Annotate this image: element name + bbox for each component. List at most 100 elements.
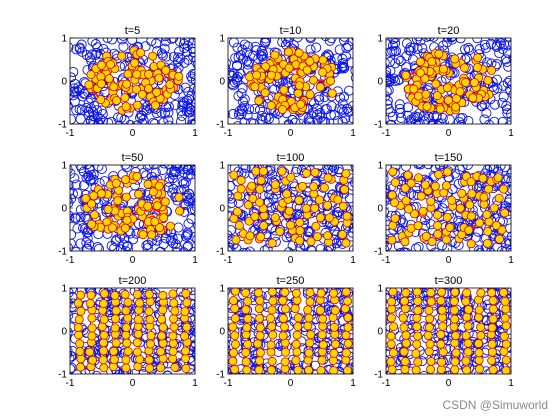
outer-particle — [508, 89, 511, 99]
inner-particle — [482, 210, 492, 220]
outer-particle — [494, 47, 505, 59]
inner-particle — [132, 338, 142, 348]
inner-particle — [282, 189, 292, 199]
inner-particle — [488, 304, 498, 314]
outer-particle — [188, 68, 195, 80]
inner-particle — [158, 305, 168, 315]
inner-particle — [267, 356, 277, 366]
outer-particle — [453, 215, 464, 226]
outer-particle — [386, 76, 392, 87]
outer-particle — [280, 38, 291, 44]
inner-particle — [303, 321, 313, 331]
outer-particle — [408, 42, 419, 53]
outer-particle — [413, 38, 424, 42]
outer-particle — [488, 84, 499, 95]
inner-particle — [434, 170, 444, 180]
inner-particle — [229, 170, 239, 180]
inner-particle — [144, 355, 154, 365]
inner-particle — [136, 48, 146, 58]
outer-particle — [183, 94, 194, 105]
inner-particle — [286, 172, 296, 182]
outer-particle — [386, 309, 390, 319]
subplot-9: t=300 -1 0 1 1 0 -1 — [374, 275, 514, 389]
inner-particle — [106, 59, 116, 69]
inner-particle — [291, 355, 301, 365]
inner-particle — [461, 77, 471, 87]
inner-particle — [107, 223, 117, 233]
inner-particle — [255, 197, 265, 207]
outer-particle — [84, 239, 95, 250]
outer-particle — [425, 38, 435, 42]
inner-particle — [462, 365, 472, 374]
inner-particle — [234, 220, 244, 230]
outer-particle — [241, 247, 252, 251]
inner-particle — [295, 236, 305, 246]
outer-particle — [457, 165, 468, 172]
inner-particle — [487, 288, 497, 298]
inner-particle — [455, 203, 465, 213]
outer-particle — [81, 237, 92, 248]
outer-particle — [187, 120, 195, 124]
inner-particle — [132, 289, 142, 299]
outer-particle — [477, 101, 488, 112]
inner-particle — [268, 296, 278, 306]
outer-particle — [180, 82, 191, 93]
inner-particle — [441, 235, 451, 245]
inner-particle — [74, 314, 84, 324]
inner-particle — [341, 348, 351, 358]
outer-particle — [247, 369, 258, 374]
outer-particle — [257, 51, 268, 62]
inner-particle — [474, 312, 484, 322]
outer-particle — [183, 38, 194, 46]
inner-particle — [301, 203, 311, 213]
x-tick-label: 0 — [446, 128, 452, 139]
outer-particle — [386, 240, 392, 251]
inner-particle — [133, 315, 143, 325]
outer-particle — [301, 120, 311, 124]
inner-particle — [89, 191, 99, 201]
outer-particle — [120, 246, 131, 251]
outer-particle — [72, 86, 83, 97]
inner-particle — [87, 313, 97, 323]
inner-particle — [230, 313, 240, 323]
inner-particle — [412, 288, 422, 297]
outer-particle — [70, 349, 73, 359]
inner-particle — [421, 231, 431, 241]
outer-particle — [83, 227, 94, 238]
outer-particle — [399, 247, 410, 251]
inner-particle — [310, 203, 320, 213]
inner-particle — [401, 288, 411, 298]
outer-particle — [171, 166, 182, 178]
inner-particle — [315, 305, 325, 315]
outer-particle — [91, 370, 102, 374]
inner-particle — [236, 175, 246, 185]
inner-particle — [168, 354, 178, 364]
inner-particle — [256, 175, 266, 185]
outer-particle — [339, 91, 350, 102]
outer-particle — [228, 352, 231, 362]
inner-particle — [275, 227, 285, 237]
inner-particle — [254, 365, 264, 374]
outer-particle — [163, 115, 174, 124]
inner-particle — [120, 289, 130, 299]
inner-particle — [401, 196, 411, 206]
outer-particle — [239, 94, 250, 105]
outer-particle — [144, 165, 155, 170]
inner-particle — [168, 346, 178, 356]
inner-particle — [501, 304, 511, 314]
outer-particle — [70, 213, 81, 224]
inner-particle — [155, 223, 165, 233]
inner-particle — [243, 339, 253, 349]
x-tick-label: 0 — [130, 255, 136, 266]
x-tick-label: -1 — [66, 128, 75, 139]
inner-particle — [97, 60, 107, 70]
inner-particle — [326, 76, 336, 86]
outer-particles — [228, 38, 353, 124]
outer-particle — [70, 193, 77, 204]
inner-particle — [426, 364, 436, 374]
outer-particle — [395, 55, 406, 67]
inner-particle — [132, 100, 142, 110]
outer-particle — [304, 225, 315, 236]
outer-particle — [70, 288, 77, 295]
outer-particle — [327, 165, 338, 171]
